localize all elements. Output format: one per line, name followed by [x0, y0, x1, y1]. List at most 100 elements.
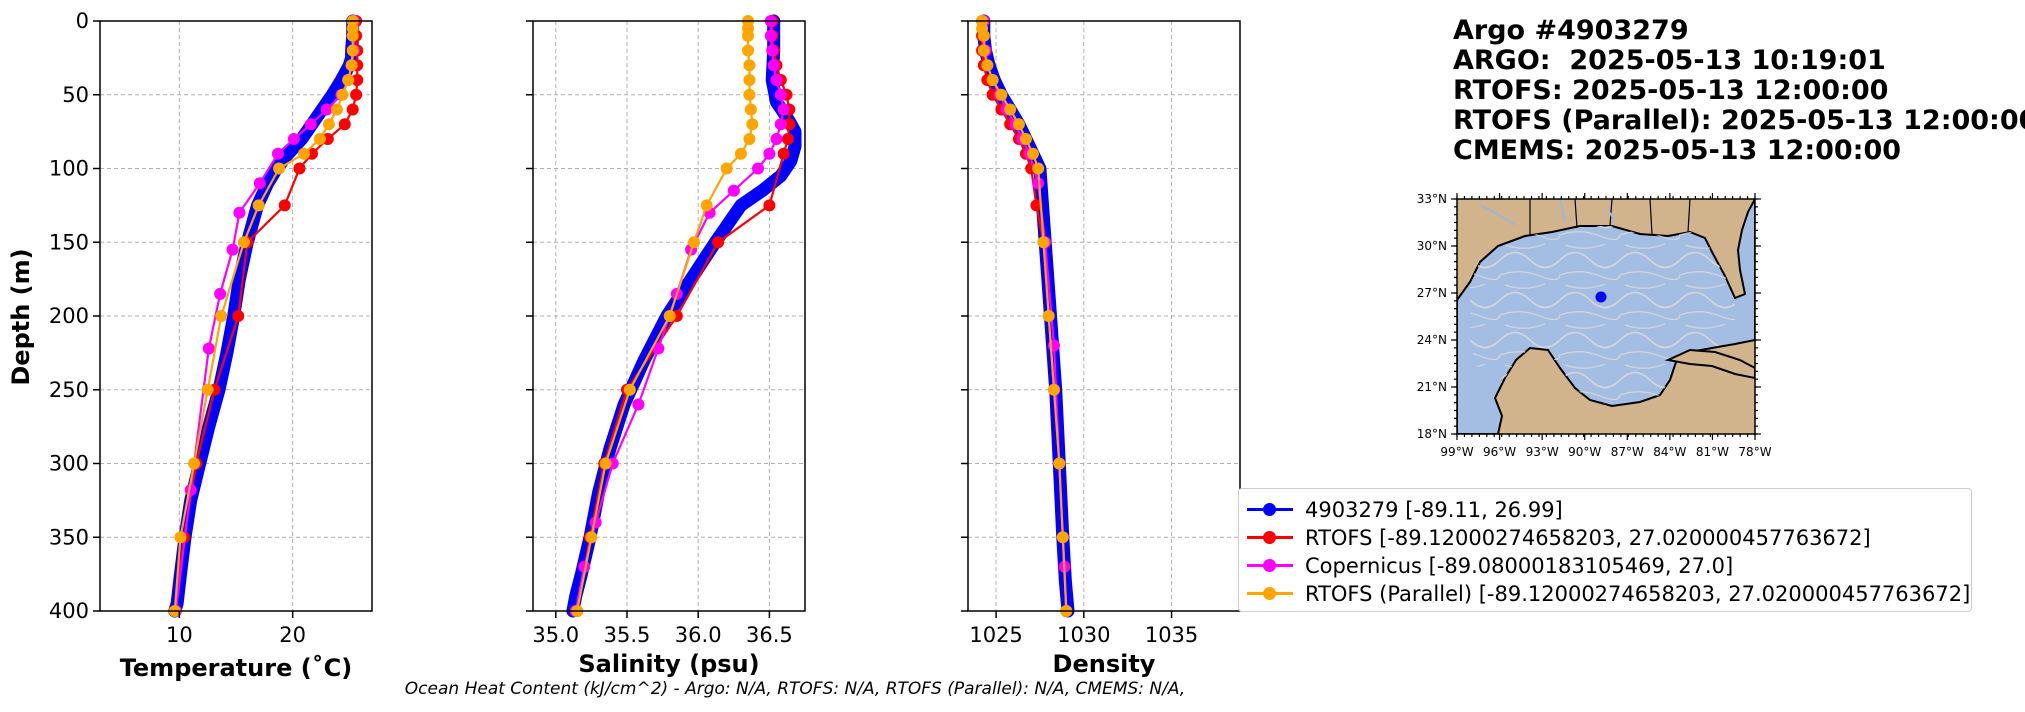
- map-lon-label: 93°W: [1526, 445, 1559, 459]
- profile-panel-2: 35.0 35.5 36.0 36.5 Salinity (psu): [526, 14, 806, 678]
- series-point: [346, 44, 359, 57]
- series-point: [652, 342, 665, 355]
- series-point: [188, 457, 201, 470]
- x-tick-label: 1035: [1145, 623, 1198, 647]
- map-lon-label: 84°W: [1653, 445, 1686, 459]
- series-point: [746, 118, 759, 131]
- x-tick-label: 35.5: [604, 623, 651, 647]
- legend-label: 4903279 [-89.11, 26.99]: [1305, 498, 1563, 522]
- legend-entry-copernicus: Copernicus [-89.08000183105469, 27.0]: [1239, 552, 1733, 580]
- y-tick-label: 100: [49, 157, 89, 181]
- series-point: [1042, 310, 1055, 322]
- series-point: [232, 310, 245, 322]
- series-point: [304, 118, 317, 131]
- y-tick-label: 150: [49, 230, 89, 254]
- profile-panel-3: 1025 1030 1035 Density: [961, 14, 1241, 678]
- ocean-heat-content-footer: Ocean Heat Content (kJ/cm^2) - Argo: N/A…: [404, 679, 1186, 699]
- series-point: [298, 147, 310, 160]
- map-lon-label: 81°W: [1696, 445, 1729, 459]
- series-point: [215, 310, 228, 322]
- series-point: [986, 74, 999, 86]
- series-point: [632, 398, 645, 411]
- map-lat-label: 18°N: [1417, 427, 1447, 441]
- series-point: [1032, 162, 1045, 175]
- series-point: [781, 133, 794, 145]
- y-axis-label: Depth (m): [7, 248, 35, 385]
- series-point: [687, 236, 700, 249]
- series-point: [599, 457, 612, 470]
- series-point: [727, 184, 740, 197]
- series-point: [977, 29, 990, 42]
- series-point: [336, 88, 349, 101]
- series-point: [320, 103, 333, 116]
- series-point: [1047, 383, 1060, 396]
- series-point: [293, 162, 306, 175]
- series-point: [743, 88, 756, 101]
- x-tick-label: 36.0: [675, 623, 722, 647]
- map-lon-label: 96°W: [1483, 445, 1516, 459]
- legend-marker: [1247, 552, 1293, 580]
- series-point: [774, 88, 787, 101]
- legend-marker: [1247, 496, 1293, 524]
- title-rtofs-parallel-time: RTOFS (Parallel): 2025-05-13 12:00:00: [1453, 105, 2025, 136]
- x-axis-label: Salinity (psu): [578, 650, 759, 678]
- legend-label: Copernicus [-89.08000183105469, 27.0]: [1305, 554, 1734, 578]
- series-point: [174, 531, 187, 544]
- title-cmems-time: CMEMS: 2025-05-13 12:00:00: [1453, 135, 1902, 166]
- series-point: [345, 59, 358, 72]
- series-point: [742, 44, 755, 57]
- y-tick-label: 300: [49, 452, 89, 476]
- series-point: [995, 88, 1008, 101]
- series-point: [783, 118, 796, 131]
- title-argo-time: ARGO: 2025-05-13 10:19:01: [1453, 45, 1886, 76]
- map-lat-label: 27°N: [1417, 286, 1447, 300]
- series-point: [720, 162, 733, 175]
- series-point: [1056, 531, 1069, 544]
- series-point: [712, 236, 725, 249]
- legend-marker: [1247, 580, 1293, 608]
- legend-label: RTOFS (Parallel) [-89.12000274658203, 27…: [1305, 582, 1971, 606]
- legend-entry-rtofs: RTOFS [-89.12000274658203, 27.0200004577…: [1239, 524, 1871, 552]
- series-point: [763, 147, 776, 160]
- legend-entry-argo: 4903279 [-89.11, 26.99]: [1239, 496, 1563, 524]
- state-borders: [1529, 199, 1691, 236]
- x-axis-label: Density: [1053, 650, 1156, 678]
- series-point: [338, 118, 351, 131]
- legend-label: RTOFS [-89.12000274658203, 27.0200004577…: [1305, 526, 1871, 550]
- series-point: [271, 147, 284, 160]
- y-tick-label: 50: [62, 83, 89, 107]
- x-tick-label: 36.5: [746, 623, 793, 647]
- series-point: [981, 59, 994, 72]
- map-lon-label: 90°W: [1568, 445, 1601, 459]
- y-tick-label: 0: [76, 9, 89, 33]
- series-point: [322, 118, 335, 131]
- x-tick-label: 20: [279, 623, 306, 647]
- series-point: [252, 199, 265, 212]
- series-point: [763, 199, 776, 212]
- map-lat-label: 21°N: [1417, 380, 1447, 394]
- x-tick-label: 10: [166, 623, 193, 647]
- series-point: [734, 147, 747, 160]
- series-point: [744, 103, 757, 116]
- series-point: [700, 199, 713, 212]
- series-point: [350, 88, 363, 101]
- series-point: [770, 133, 783, 145]
- title-block: Argo #4903279 ARGO: 2025-05-13 10:19:01 RT…: [1453, 16, 2025, 166]
- series-point: [767, 59, 780, 72]
- x-axis-label: Temperature (˚C): [120, 654, 353, 682]
- series-point: [214, 287, 227, 300]
- series-point: [287, 133, 300, 145]
- series-point: [202, 342, 215, 355]
- x-tick-label: 35.0: [532, 623, 579, 647]
- series-point: [226, 243, 239, 256]
- map-lon-label: 99°W: [1440, 445, 1473, 459]
- series-point: [342, 74, 355, 86]
- series-point: [330, 103, 343, 116]
- series-point: [201, 383, 214, 396]
- series-point: [346, 103, 359, 116]
- series-point: [777, 147, 790, 160]
- series-point: [351, 74, 364, 86]
- y-tick-label: 250: [49, 378, 89, 402]
- series-point: [1019, 133, 1032, 145]
